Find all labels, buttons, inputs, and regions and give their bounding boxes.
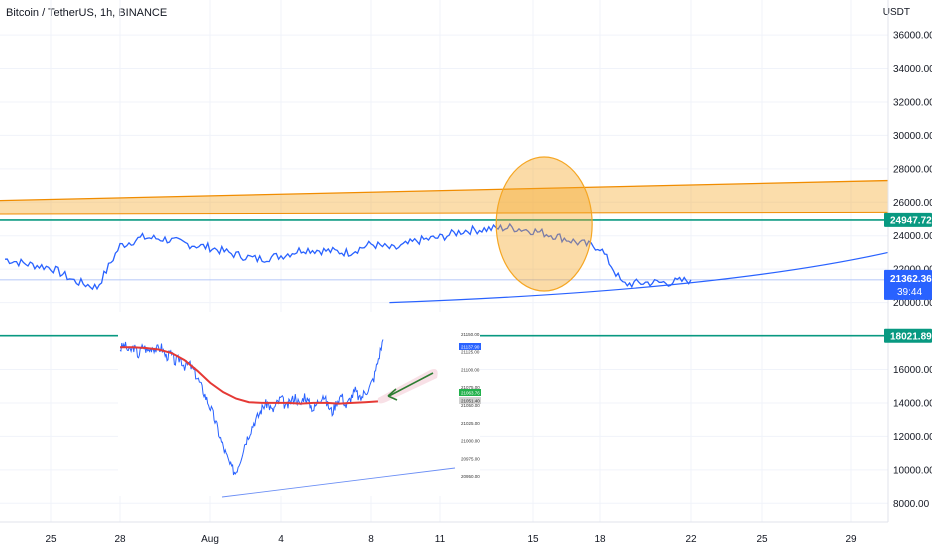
- resistance-zone-bottom-line: [0, 211, 889, 215]
- level-price-tag: [884, 328, 932, 343]
- current-price-tag-label: 21362.36: [890, 274, 932, 285]
- inset-axis-label: 21150.00: [461, 332, 480, 337]
- price-axis: 36000.00 34000.00 32000.00 30000.00 28000.00…: [884, 0, 932, 522]
- inset-axis-label: 21125.00: [461, 350, 480, 355]
- inset-price-tag: [459, 343, 481, 350]
- resistance-zone-top-line: [0, 179, 889, 202]
- price-axis-label: 34000.00: [893, 64, 932, 75]
- inset-price-tag-label: 21051.40: [461, 399, 480, 404]
- price-axis-label: 14000.00: [893, 398, 932, 409]
- ascending-trendline: [389, 251, 889, 304]
- highlight-circle: [495, 156, 593, 292]
- time-axis-label: 15: [527, 534, 539, 545]
- time-axis-label: 11: [435, 534, 446, 545]
- inset-axis-label: 21100.00: [461, 367, 480, 372]
- time-axis-label: 29: [845, 534, 857, 545]
- price-axis-label: 32000.00: [893, 97, 932, 108]
- price-axis-label: 36000.00: [893, 31, 932, 42]
- candle-countdown-label: 39:44: [897, 287, 922, 298]
- inset-axis-label: 21075.00: [461, 385, 480, 390]
- inset-price-tag-label: 21063.76: [461, 391, 480, 396]
- price-axis-label: 20000.00: [893, 298, 932, 309]
- inset-price-tag: [459, 389, 481, 396]
- price-axis-label: 8000.00: [893, 499, 930, 510]
- level-price-tag-label: 18021.89: [890, 331, 932, 342]
- annotation-arrow-head: [387, 388, 398, 401]
- inset-axis-label: 21000.00: [461, 439, 480, 444]
- price-axis-label: 24000.00: [893, 231, 932, 242]
- price-axis-label: 30000.00: [893, 131, 932, 142]
- time-axis-label: 4: [278, 534, 284, 545]
- time-axis-label: 18: [594, 534, 606, 545]
- price-unit-label: USDT: [882, 7, 910, 18]
- current-price-tag: [884, 269, 932, 300]
- price-axis-label: 12000.00: [893, 432, 932, 443]
- inset-axis-label: 21050.00: [461, 403, 480, 408]
- price-axis-label: 26000.00: [893, 198, 932, 209]
- price-axis-label: 16000.00: [893, 365, 932, 376]
- price-axis-label: 28000.00: [893, 164, 932, 175]
- time-axis-label: 8: [368, 534, 374, 545]
- time-axis-label: 28: [114, 534, 126, 545]
- inset-axis-label: 21025.00: [461, 421, 480, 426]
- inset-trendline: [221, 467, 456, 498]
- inset-moving-average: [120, 346, 379, 405]
- inset-price-tag: [459, 397, 481, 404]
- inset-axis-label: 20975.00: [461, 456, 480, 461]
- price-axis-label: 10000.00: [893, 465, 932, 476]
- time-axis-label: 22: [685, 534, 697, 545]
- inset-axis-label: 20950.00: [461, 474, 480, 479]
- inset-price-tag-label: 21137.90: [461, 345, 480, 350]
- symbol-title: Bitcoin / TetherUS, 1h, BINANCE: [6, 7, 168, 19]
- time-axis-label: 25: [756, 534, 768, 545]
- time-axis-label: 25: [45, 534, 57, 545]
- inset-chart: 21150.00 21125.00 21100.00 21075.00 21050.00…: [118, 312, 481, 498]
- resistance-zone: [0, 180, 888, 214]
- level-price-tag: [884, 212, 932, 227]
- time-axis: 25 28 Aug 4 8 11 15 18 22 25 29: [0, 521, 888, 545]
- price-series-line: [4, 222, 692, 291]
- annotation-arrow-shaft: [388, 372, 434, 397]
- level-price-tag-label: 24947.72: [890, 216, 932, 227]
- time-axis-label: Aug: [201, 534, 219, 545]
